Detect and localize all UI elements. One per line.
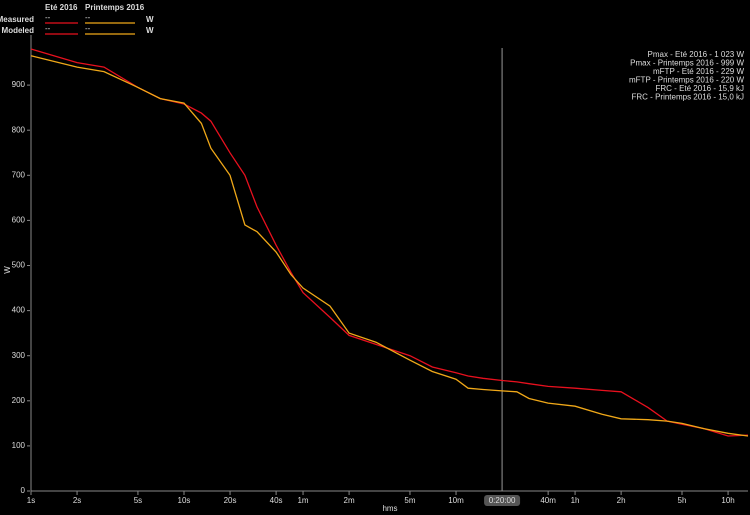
legend-series-name: Printemps 2016: [85, 3, 145, 12]
annotation: Pmax - Eté 2016 - 1 023 W: [648, 50, 745, 59]
x-tick-label: 10h: [721, 496, 734, 505]
cursor-label: 0:20:00: [489, 496, 516, 505]
x-tick-label: 5m: [404, 496, 415, 505]
y-tick-label: 600: [12, 216, 26, 225]
y-tick-label: 300: [12, 351, 26, 360]
y-tick-label: 800: [12, 125, 26, 134]
y-tick-label: 900: [12, 80, 26, 89]
x-tick-label: 5h: [678, 496, 687, 505]
series-line: [30, 48, 749, 437]
x-tick-label: 10m: [448, 496, 464, 505]
y-tick-label: 400: [12, 306, 26, 315]
y-tick-label: 100: [12, 441, 26, 450]
x-tick-label: 5s: [134, 496, 142, 505]
x-tick-label: 2m: [344, 496, 355, 505]
x-tick-label: 10s: [178, 496, 191, 505]
annotation: mFTP - Eté 2016 - 229 W: [653, 67, 744, 76]
x-tick-label: 1h: [571, 496, 580, 505]
x-tick-label: 40m: [540, 496, 556, 505]
y-tick-label: 700: [12, 170, 26, 179]
legend-value: --: [85, 13, 91, 22]
y-tick-label: 200: [12, 396, 26, 405]
legend-unit: W: [146, 15, 154, 24]
annotation: Pmax - Printemps 2016 - 999 W: [630, 59, 744, 68]
x-tick-label: 40s: [270, 496, 283, 505]
annotation: FRC - Eté 2016 - 15,9 kJ: [656, 84, 744, 93]
cursor-label-box: [484, 495, 521, 506]
x-tick-label: 1m: [297, 496, 308, 505]
y-tick-label: 500: [12, 261, 26, 270]
x-tick-label: 2s: [73, 496, 81, 505]
x-axis-label: hms: [382, 504, 397, 513]
x-tick-label: 20s: [224, 496, 237, 505]
legend-unit: W: [146, 26, 154, 35]
legend-row-label: Modeled: [2, 26, 35, 35]
legend-value: --: [85, 24, 91, 33]
x-tick-label: 2h: [617, 496, 626, 505]
legend-series-name: Eté 2016: [45, 3, 78, 12]
legend-row-label: Measured: [0, 15, 34, 24]
x-tick-label: 1s: [27, 496, 35, 505]
annotation: mFTP - Printemps 2016 - 220 W: [629, 76, 744, 85]
legend-value: --: [45, 24, 51, 33]
y-axis-label: W: [3, 266, 12, 274]
y-tick-label: 0: [21, 486, 26, 495]
legend-value: --: [45, 13, 51, 22]
series-line: [30, 55, 749, 437]
annotation: FRC - Printemps 2016 - 15,0 kJ: [632, 93, 744, 102]
